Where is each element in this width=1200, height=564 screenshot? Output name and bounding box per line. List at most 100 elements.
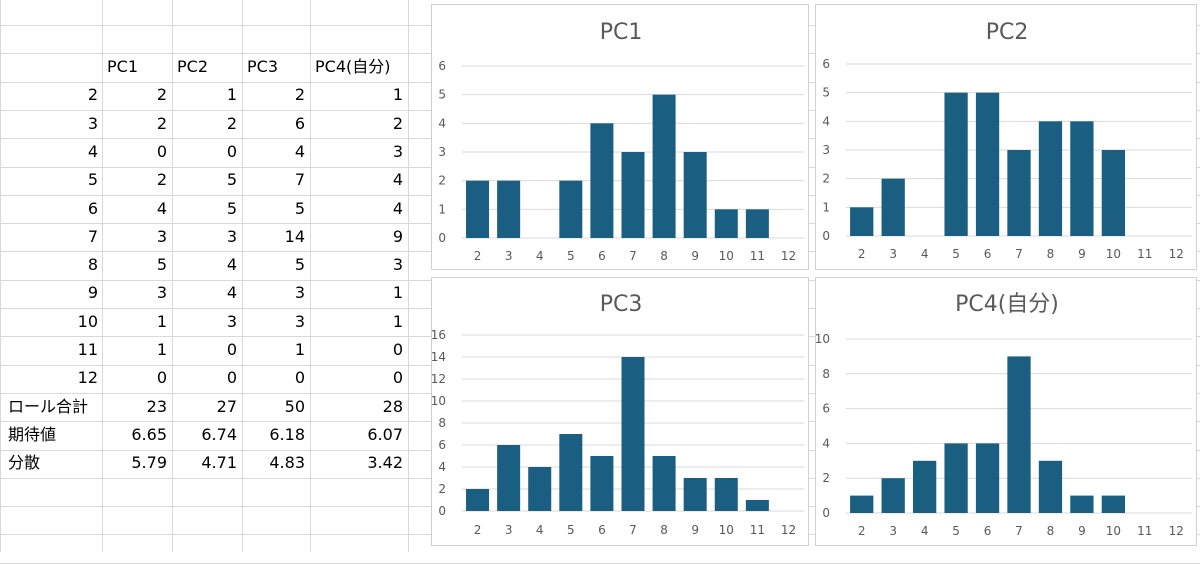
y-tick-label: 2	[822, 471, 830, 485]
x-tick-label: 12	[781, 249, 796, 263]
summary-value-cell: 6.74	[201, 425, 237, 444]
table-value-cell: 2	[392, 114, 403, 133]
x-tick-label: 2	[858, 247, 866, 261]
y-tick-label: 3	[822, 143, 830, 157]
table-value-cell: 4	[156, 199, 167, 218]
bar	[559, 180, 583, 238]
bar	[850, 495, 874, 513]
chart-pc4-svg: PC4(自分) 0 2 4 6 8 10 2 3 4 5 6 7 8 9 10 11 12	[816, 292, 1192, 538]
table-value-cell: 1	[392, 283, 403, 302]
y-tick-label: 5	[822, 86, 830, 100]
y-tick-label: 0	[822, 506, 830, 520]
y-tick-label: 1	[822, 200, 830, 214]
x-tick-label: 12	[781, 523, 796, 537]
y-tick-label: 6	[822, 57, 830, 71]
y-tick-label: 6	[822, 402, 830, 416]
bar	[944, 443, 968, 513]
y-tick-label: 8	[438, 416, 446, 430]
bar	[559, 434, 583, 511]
bar	[975, 92, 1000, 237]
bar	[975, 443, 1000, 513]
grid-column-line	[172, 0, 173, 552]
bar	[652, 456, 676, 511]
table-value-cell: 2	[156, 170, 167, 189]
x-tick-label: 3	[505, 249, 513, 263]
y-tick-label: 4	[822, 436, 830, 450]
bar	[1101, 495, 1126, 513]
table-value-cell: 0	[156, 368, 167, 387]
x-tick-label: 3	[889, 524, 897, 538]
summary-value-cell: 50	[284, 397, 305, 416]
row-label-cell: 11	[77, 340, 98, 359]
chart-title: PC4(自分)	[955, 292, 1059, 317]
chart-pc3: PC3 0 2 4 6 8 10 12 14 16 2 3 4 5 6 7 8 9 10 11 12	[431, 277, 809, 546]
x-tick-label: 4	[921, 524, 929, 538]
summary-value-cell: 5.79	[131, 453, 167, 472]
table-value-cell: 5	[226, 170, 237, 189]
table-value-cell: 4	[392, 199, 403, 218]
bar	[590, 456, 614, 511]
table-value-cell: 3	[294, 283, 305, 302]
table-value-cell: 0	[226, 368, 237, 387]
grid-column-line	[102, 0, 103, 552]
bar	[745, 500, 769, 511]
x-tick-label: 9	[1078, 524, 1086, 538]
grid-column-line	[408, 0, 409, 552]
bar	[652, 94, 676, 239]
chart-title: PC3	[600, 292, 643, 317]
table-header-cell: PC4(自分)	[315, 57, 391, 76]
table-value-cell: 5	[294, 199, 305, 218]
bar	[1007, 356, 1031, 513]
bar	[745, 209, 769, 238]
summary-value-cell: 6.65	[131, 425, 167, 444]
y-tick-label: 6	[438, 59, 446, 73]
table-header-cell: PC1	[107, 57, 138, 76]
table-value-cell: 2	[156, 114, 167, 133]
grid-column-line	[310, 0, 311, 552]
table-value-cell: 3	[294, 312, 305, 331]
table-value-cell: 3	[156, 227, 167, 246]
bar	[466, 180, 490, 238]
bar	[590, 123, 614, 238]
x-tick-label: 6	[984, 524, 992, 538]
x-tick-label: 9	[691, 523, 699, 537]
row-label-cell: 2	[87, 85, 98, 104]
x-tick-label: 2	[474, 249, 482, 263]
y-tick-label: 0	[438, 231, 446, 245]
summary-value-cell: 3.42	[367, 453, 403, 472]
bar	[944, 92, 968, 237]
table-value-cell: 3	[226, 227, 237, 246]
table-value-cell: 7	[294, 170, 305, 189]
x-tick-label: 12	[1169, 247, 1184, 261]
x-tick-label: 6	[598, 249, 606, 263]
x-tick-label: 2	[858, 524, 866, 538]
bar	[621, 357, 645, 511]
summary-value-cell: 4.71	[201, 453, 237, 472]
table-value-cell: 3	[226, 312, 237, 331]
y-tick-label: 4	[438, 460, 446, 474]
x-tick-label: 11	[750, 523, 765, 537]
summary-value-cell: 4.83	[269, 453, 305, 472]
row-label-cell: 6	[87, 199, 98, 218]
y-tick-label: 2	[438, 482, 446, 496]
summary-value-cell: 6.07	[367, 425, 403, 444]
row-label-cell: 7	[87, 227, 98, 246]
table-value-cell: 14	[284, 227, 305, 246]
y-tick-label: 16	[432, 328, 446, 342]
x-tick-label: 8	[1047, 524, 1055, 538]
chart-title: PC1	[600, 20, 643, 45]
bar	[1070, 495, 1094, 513]
bar	[881, 478, 905, 513]
y-tick-label: 6	[438, 438, 446, 452]
x-tick-label: 6	[598, 523, 606, 537]
summary-value-cell: 23	[146, 397, 167, 416]
table-value-cell: 1	[392, 85, 403, 104]
bar	[714, 478, 738, 511]
table-value-cell: 1	[294, 340, 305, 359]
summary-value-cell: 6.18	[269, 425, 305, 444]
x-tick-label: 3	[889, 247, 897, 261]
bar	[497, 445, 521, 511]
x-tick-label: 8	[660, 523, 668, 537]
table-value-cell: 2	[156, 85, 167, 104]
x-tick-label: 10	[1106, 247, 1121, 261]
